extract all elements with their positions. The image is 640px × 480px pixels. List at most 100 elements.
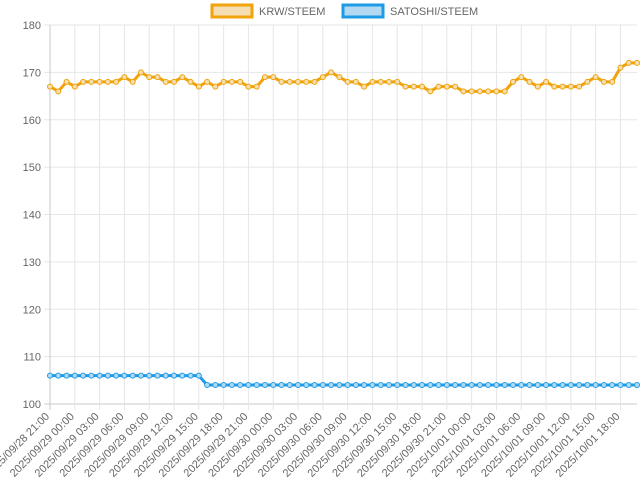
data-point-satoshi-steem[interactable] bbox=[336, 382, 343, 389]
data-point-satoshi-steem[interactable] bbox=[121, 372, 128, 379]
data-point-krw-steem[interactable] bbox=[476, 88, 483, 95]
data-point-krw-steem[interactable] bbox=[204, 78, 211, 85]
data-point-krw-steem[interactable] bbox=[237, 78, 244, 85]
data-point-satoshi-steem[interactable] bbox=[617, 382, 624, 389]
data-point-satoshi-steem[interactable] bbox=[501, 382, 508, 389]
data-point-satoshi-steem[interactable] bbox=[452, 382, 459, 389]
data-point-satoshi-steem[interactable] bbox=[592, 382, 599, 389]
data-point-satoshi-steem[interactable] bbox=[476, 382, 483, 389]
data-point-satoshi-steem[interactable] bbox=[220, 382, 227, 389]
data-point-krw-steem[interactable] bbox=[328, 69, 335, 76]
data-point-satoshi-steem[interactable] bbox=[394, 382, 401, 389]
data-point-satoshi-steem[interactable] bbox=[443, 382, 450, 389]
data-point-krw-steem[interactable] bbox=[63, 78, 70, 85]
data-point-krw-steem[interactable] bbox=[634, 59, 640, 66]
data-point-krw-steem[interactable] bbox=[361, 83, 368, 90]
data-point-satoshi-steem[interactable] bbox=[137, 372, 144, 379]
data-point-krw-steem[interactable] bbox=[253, 83, 260, 90]
data-point-krw-steem[interactable] bbox=[443, 83, 450, 90]
data-point-satoshi-steem[interactable] bbox=[286, 382, 293, 389]
data-point-satoshi-steem[interactable] bbox=[146, 372, 153, 379]
data-point-krw-steem[interactable] bbox=[171, 78, 178, 85]
data-point-satoshi-steem[interactable] bbox=[468, 382, 475, 389]
data-point-krw-steem[interactable] bbox=[460, 88, 467, 95]
data-point-satoshi-steem[interactable] bbox=[212, 382, 219, 389]
data-point-satoshi-steem[interactable] bbox=[96, 372, 103, 379]
data-point-satoshi-steem[interactable] bbox=[567, 382, 574, 389]
data-point-krw-steem[interactable] bbox=[435, 83, 442, 90]
data-point-krw-steem[interactable] bbox=[452, 83, 459, 90]
data-point-satoshi-steem[interactable] bbox=[559, 382, 566, 389]
data-point-krw-steem[interactable] bbox=[162, 78, 169, 85]
data-point-krw-steem[interactable] bbox=[485, 88, 492, 95]
data-point-krw-steem[interactable] bbox=[509, 78, 516, 85]
data-point-satoshi-steem[interactable] bbox=[63, 372, 70, 379]
data-point-krw-steem[interactable] bbox=[80, 78, 87, 85]
data-point-krw-steem[interactable] bbox=[551, 83, 558, 90]
data-point-krw-steem[interactable] bbox=[146, 74, 153, 81]
data-point-krw-steem[interactable] bbox=[501, 88, 508, 95]
data-point-krw-steem[interactable] bbox=[410, 83, 417, 90]
data-point-krw-steem[interactable] bbox=[295, 78, 302, 85]
data-point-krw-steem[interactable] bbox=[576, 83, 583, 90]
data-point-krw-steem[interactable] bbox=[187, 78, 194, 85]
data-point-satoshi-steem[interactable] bbox=[518, 382, 525, 389]
data-point-satoshi-steem[interactable] bbox=[187, 372, 194, 379]
data-point-krw-steem[interactable] bbox=[526, 78, 533, 85]
data-point-krw-steem[interactable] bbox=[584, 78, 591, 85]
data-point-satoshi-steem[interactable] bbox=[245, 382, 252, 389]
data-point-krw-steem[interactable] bbox=[534, 83, 541, 90]
data-point-satoshi-steem[interactable] bbox=[278, 382, 285, 389]
data-point-satoshi-steem[interactable] bbox=[534, 382, 541, 389]
data-point-krw-steem[interactable] bbox=[319, 74, 326, 81]
data-point-satoshi-steem[interactable] bbox=[551, 382, 558, 389]
data-point-satoshi-steem[interactable] bbox=[460, 382, 467, 389]
data-point-satoshi-steem[interactable] bbox=[419, 382, 426, 389]
data-point-krw-steem[interactable] bbox=[352, 78, 359, 85]
data-point-krw-steem[interactable] bbox=[129, 78, 136, 85]
data-point-satoshi-steem[interactable] bbox=[385, 382, 392, 389]
data-point-krw-steem[interactable] bbox=[278, 78, 285, 85]
data-point-krw-steem[interactable] bbox=[377, 78, 384, 85]
data-point-satoshi-steem[interactable] bbox=[204, 382, 211, 389]
data-point-satoshi-steem[interactable] bbox=[270, 382, 277, 389]
data-point-satoshi-steem[interactable] bbox=[104, 372, 111, 379]
data-point-krw-steem[interactable] bbox=[245, 83, 252, 90]
data-point-krw-steem[interactable] bbox=[311, 78, 318, 85]
data-point-satoshi-steem[interactable] bbox=[377, 382, 384, 389]
data-point-satoshi-steem[interactable] bbox=[427, 382, 434, 389]
data-point-krw-steem[interactable] bbox=[154, 74, 161, 81]
data-point-krw-steem[interactable] bbox=[137, 69, 144, 76]
data-point-satoshi-steem[interactable] bbox=[584, 382, 591, 389]
data-point-krw-steem[interactable] bbox=[47, 83, 53, 90]
data-point-satoshi-steem[interactable] bbox=[435, 382, 442, 389]
data-point-satoshi-steem[interactable] bbox=[344, 382, 351, 389]
data-point-satoshi-steem[interactable] bbox=[129, 372, 136, 379]
data-point-krw-steem[interactable] bbox=[55, 88, 62, 95]
data-point-satoshi-steem[interactable] bbox=[88, 372, 95, 379]
data-point-krw-steem[interactable] bbox=[71, 83, 78, 90]
data-point-krw-steem[interactable] bbox=[493, 88, 500, 95]
data-point-krw-steem[interactable] bbox=[468, 88, 475, 95]
data-point-satoshi-steem[interactable] bbox=[154, 372, 161, 379]
data-point-krw-steem[interactable] bbox=[559, 83, 566, 90]
data-point-satoshi-steem[interactable] bbox=[55, 372, 62, 379]
data-point-satoshi-steem[interactable] bbox=[543, 382, 550, 389]
data-point-satoshi-steem[interactable] bbox=[485, 382, 492, 389]
data-point-satoshi-steem[interactable] bbox=[303, 382, 310, 389]
data-point-satoshi-steem[interactable] bbox=[576, 382, 583, 389]
data-point-krw-steem[interactable] bbox=[625, 59, 632, 66]
data-point-satoshi-steem[interactable] bbox=[171, 372, 178, 379]
data-point-krw-steem[interactable] bbox=[567, 83, 574, 90]
data-point-krw-steem[interactable] bbox=[261, 74, 268, 81]
data-point-krw-steem[interactable] bbox=[303, 78, 310, 85]
data-point-satoshi-steem[interactable] bbox=[609, 382, 616, 389]
data-point-krw-steem[interactable] bbox=[394, 78, 401, 85]
data-point-krw-steem[interactable] bbox=[344, 78, 351, 85]
data-point-satoshi-steem[interactable] bbox=[71, 372, 78, 379]
data-point-satoshi-steem[interactable] bbox=[237, 382, 244, 389]
data-point-krw-steem[interactable] bbox=[518, 74, 525, 81]
data-point-satoshi-steem[interactable] bbox=[253, 382, 260, 389]
data-point-satoshi-steem[interactable] bbox=[295, 382, 302, 389]
data-point-satoshi-steem[interactable] bbox=[526, 382, 533, 389]
